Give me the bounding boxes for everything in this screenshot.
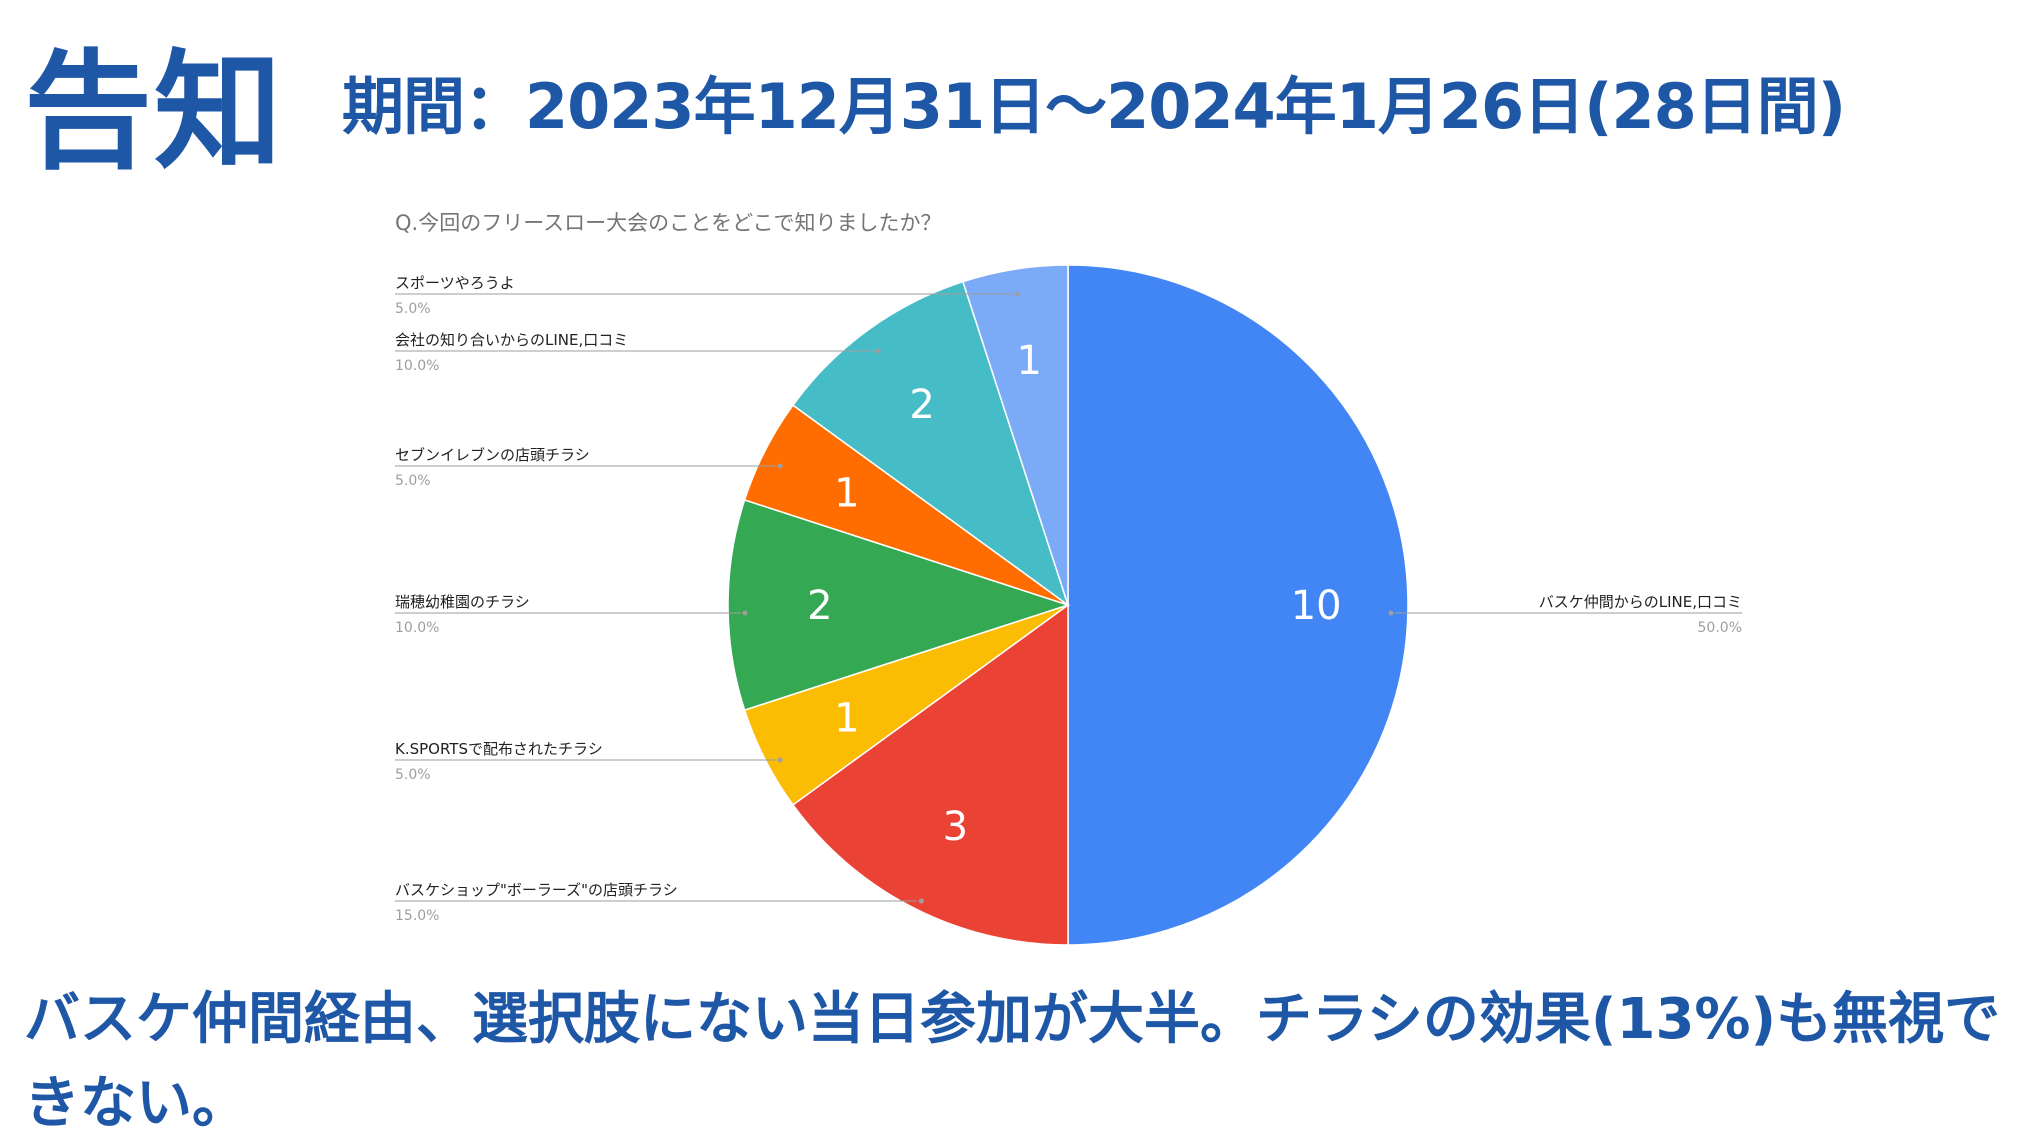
callout-percent: 10.0% bbox=[395, 620, 439, 636]
chart-title: Q.今回のフリースロー大会のことをどこで知りましたか？ bbox=[395, 211, 942, 235]
slice-value-label: 10 bbox=[1291, 583, 1342, 629]
callout-label: 会社の知り合いからのLINE,口コミ bbox=[395, 331, 628, 349]
callout-dot bbox=[777, 463, 783, 469]
slice-value-label: 2 bbox=[909, 382, 934, 428]
callout-label: バスケ仲間からのLINE,口コミ bbox=[1539, 593, 1742, 611]
slice-value-label: 1 bbox=[834, 696, 859, 742]
pie-slice bbox=[791, 280, 1070, 607]
callout-dot bbox=[742, 610, 748, 616]
pie-slice bbox=[791, 603, 1069, 946]
period-text: 期間：2023年12月31日〜2024年1月26日(28日間) bbox=[342, 69, 1846, 143]
pie-chart: Q.今回のフリースロー大会のことをどこで知りましたか？ 10 3 1 2 1 2 1 バスケ… bbox=[395, 211, 1742, 946]
callout-percent: 50.0% bbox=[1698, 620, 1742, 636]
slice-value-label: 1 bbox=[1016, 338, 1041, 384]
callout-label: スポーツやろうよ bbox=[395, 274, 515, 292]
callout-dot bbox=[1014, 291, 1020, 297]
pie-slice bbox=[727, 498, 1071, 712]
callout-dot bbox=[777, 757, 783, 763]
callout-percent: 10.0% bbox=[395, 358, 439, 374]
callout-percent: 15.0% bbox=[395, 908, 439, 924]
pie-callouts: バスケ仲間からのLINE,口コミ 50.0% バスケショップ"ボーラーズ"の店頭チラ… bbox=[395, 274, 1742, 924]
callout-label: セブンイレブンの店頭チラシ bbox=[395, 446, 590, 464]
callout-dot bbox=[918, 898, 924, 904]
slide-title: 告知 bbox=[24, 38, 285, 187]
callout-label: 瑞穂幼稚園のチラシ bbox=[395, 593, 530, 611]
callout-percent: 5.0% bbox=[395, 473, 431, 489]
conclusion-text: バスケ仲間経由、選択肢にない当日参加が大半。チラシの効果(13%)も無視できない… bbox=[24, 987, 2001, 1136]
callout-percent: 5.0% bbox=[395, 301, 431, 317]
slice-value-label: 2 bbox=[807, 583, 832, 629]
callout-label: バスケショップ"ボーラーズ"の店頭チラシ bbox=[395, 881, 678, 899]
pie-slice bbox=[961, 264, 1069, 606]
slide-heading: 告知 期間：2023年12月31日〜2024年1月26日(28日間) bbox=[24, 8, 1846, 193]
slice-value-label: 3 bbox=[943, 804, 968, 850]
callout-dot bbox=[1388, 610, 1394, 616]
callout-label: K.SPORTSで配布されたチラシ bbox=[395, 740, 603, 758]
callout-percent: 5.0% bbox=[395, 767, 431, 783]
slice-value-label: 1 bbox=[834, 470, 859, 516]
pie-slice bbox=[1067, 264, 1409, 946]
callout-dot bbox=[875, 348, 881, 354]
pie-slices: 10 3 1 2 1 2 1 bbox=[727, 264, 1409, 946]
